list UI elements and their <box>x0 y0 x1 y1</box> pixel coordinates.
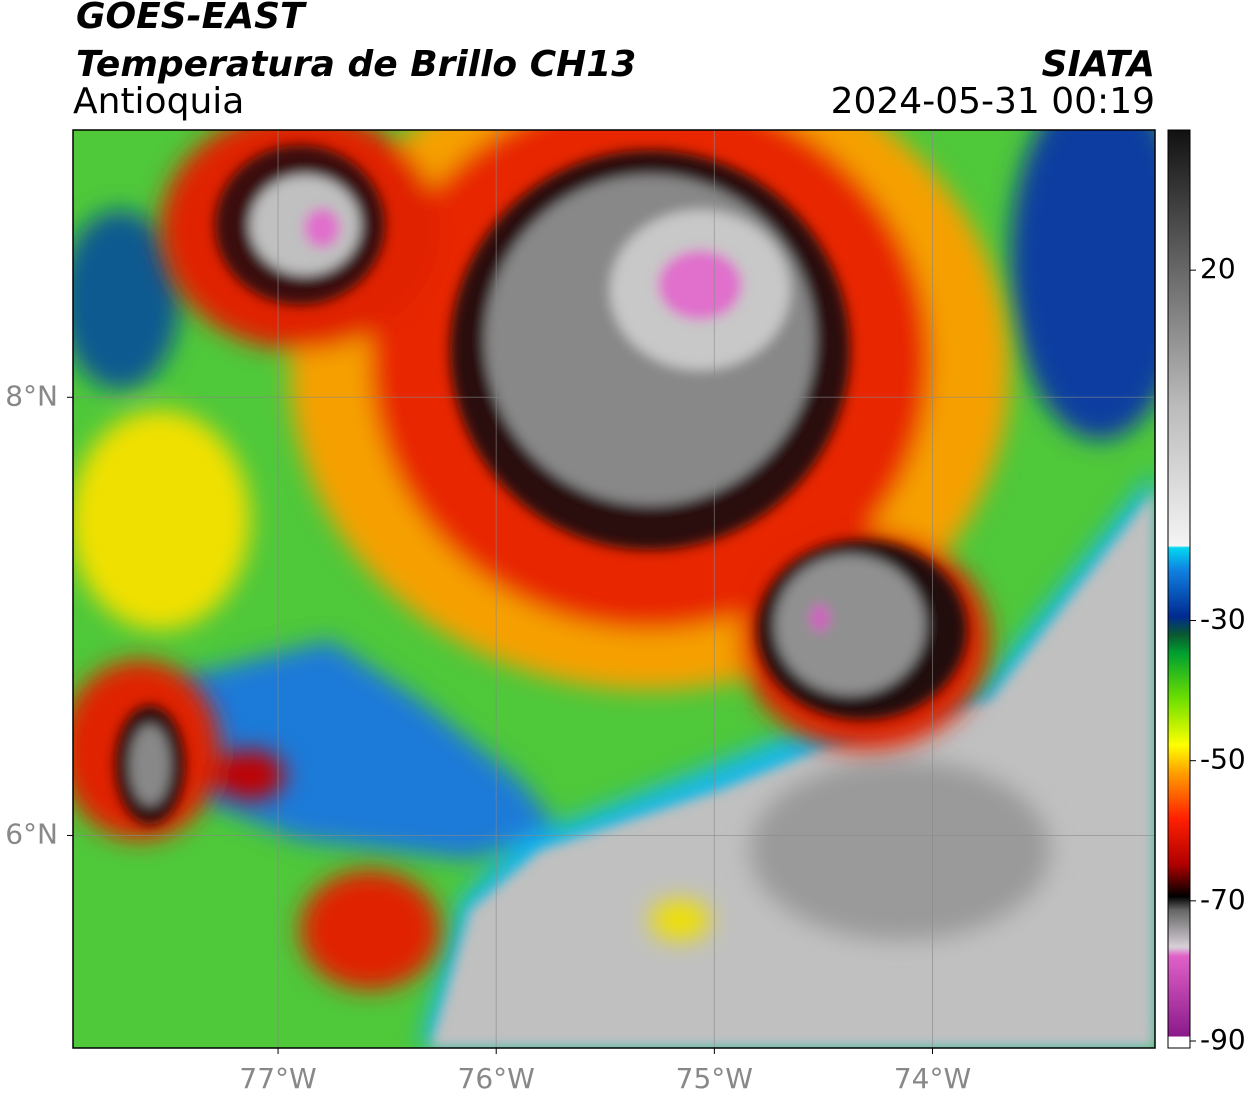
colorbar-tick-label: -50 <box>1200 743 1246 776</box>
map-frame <box>72 129 1156 1049</box>
y-tick-label: 6°N <box>5 817 58 850</box>
colorbar-tick-label: -30 <box>1200 603 1246 636</box>
datetime: 2024-05-31 00:19 <box>831 81 1155 122</box>
colorbar <box>1167 129 1191 1049</box>
colorbar-tick-label: -90 <box>1200 1023 1246 1056</box>
subtitle: Temperatura de Brillo CH13 <box>76 44 636 85</box>
colorbar-tick-label: -70 <box>1200 883 1246 916</box>
title: GOES-EAST <box>76 0 307 37</box>
x-tick-label: 77°W <box>239 1062 316 1095</box>
colorbar-ticks <box>1190 269 1196 1042</box>
graticule <box>67 130 1155 1054</box>
x-tick-label: 76°W <box>458 1062 535 1095</box>
source: SIATA <box>1042 44 1155 85</box>
x-tick-label: 74°W <box>894 1062 971 1095</box>
colorbar-tick-label: 20 <box>1200 252 1236 285</box>
x-tick-label: 75°W <box>676 1062 753 1095</box>
y-tick-label: 8°N <box>5 379 58 412</box>
region: Antioquia <box>73 81 244 122</box>
satellite-image <box>73 130 1155 1048</box>
